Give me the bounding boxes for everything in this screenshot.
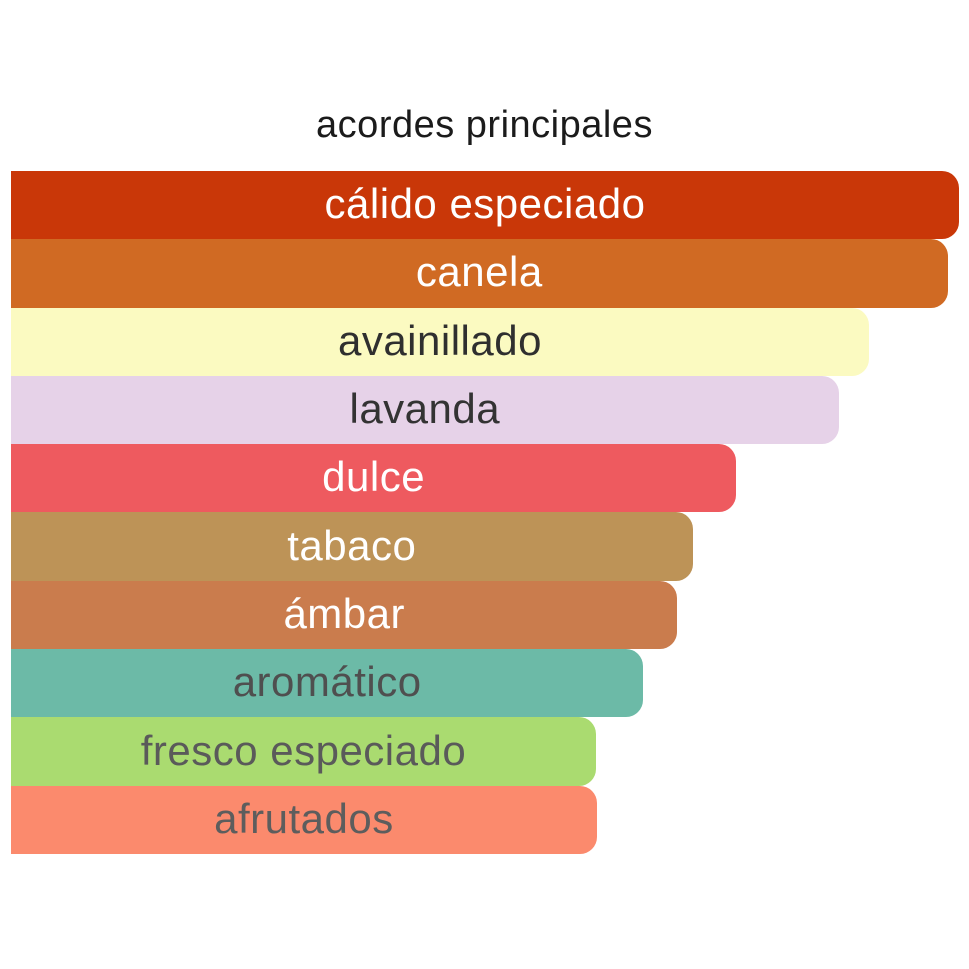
accord-bar-label: fresco especiado <box>140 726 467 774</box>
accord-bar: lavanda <box>11 375 839 445</box>
accord-bar: fresco especiado <box>11 717 596 786</box>
chart-title: acordes principales <box>316 104 653 146</box>
accord-bar: aromático <box>11 649 644 718</box>
accord-bar: cálido especiado <box>11 171 959 240</box>
accord-bar: afrutados <box>11 785 597 854</box>
accord-bars-container: cálido especiado canela avainillado lavanda… <box>11 171 959 854</box>
accord-bar: ámbar <box>11 580 678 650</box>
accord-bar: avainillado <box>11 307 869 376</box>
accord-bar: tabaco <box>11 512 693 581</box>
accord-bar-label: tabaco <box>287 521 417 569</box>
accord-bar-label: cálido especiado <box>324 180 646 228</box>
accords-chart: acordes principales cálido especiado cane… <box>0 95 969 854</box>
accord-bar-label: ámbar <box>283 589 405 637</box>
accord-bar: dulce <box>11 444 737 513</box>
accord-bar-label: lavanda <box>349 385 501 433</box>
accord-bar-label: avainillado <box>337 316 542 364</box>
accord-bar-label: aromático <box>232 658 422 706</box>
accord-bar: canela <box>11 239 948 308</box>
accord-bar-label: dulce <box>322 453 426 501</box>
accord-bar-label: canela <box>415 248 543 296</box>
accord-bar-label: afrutados <box>214 794 394 842</box>
